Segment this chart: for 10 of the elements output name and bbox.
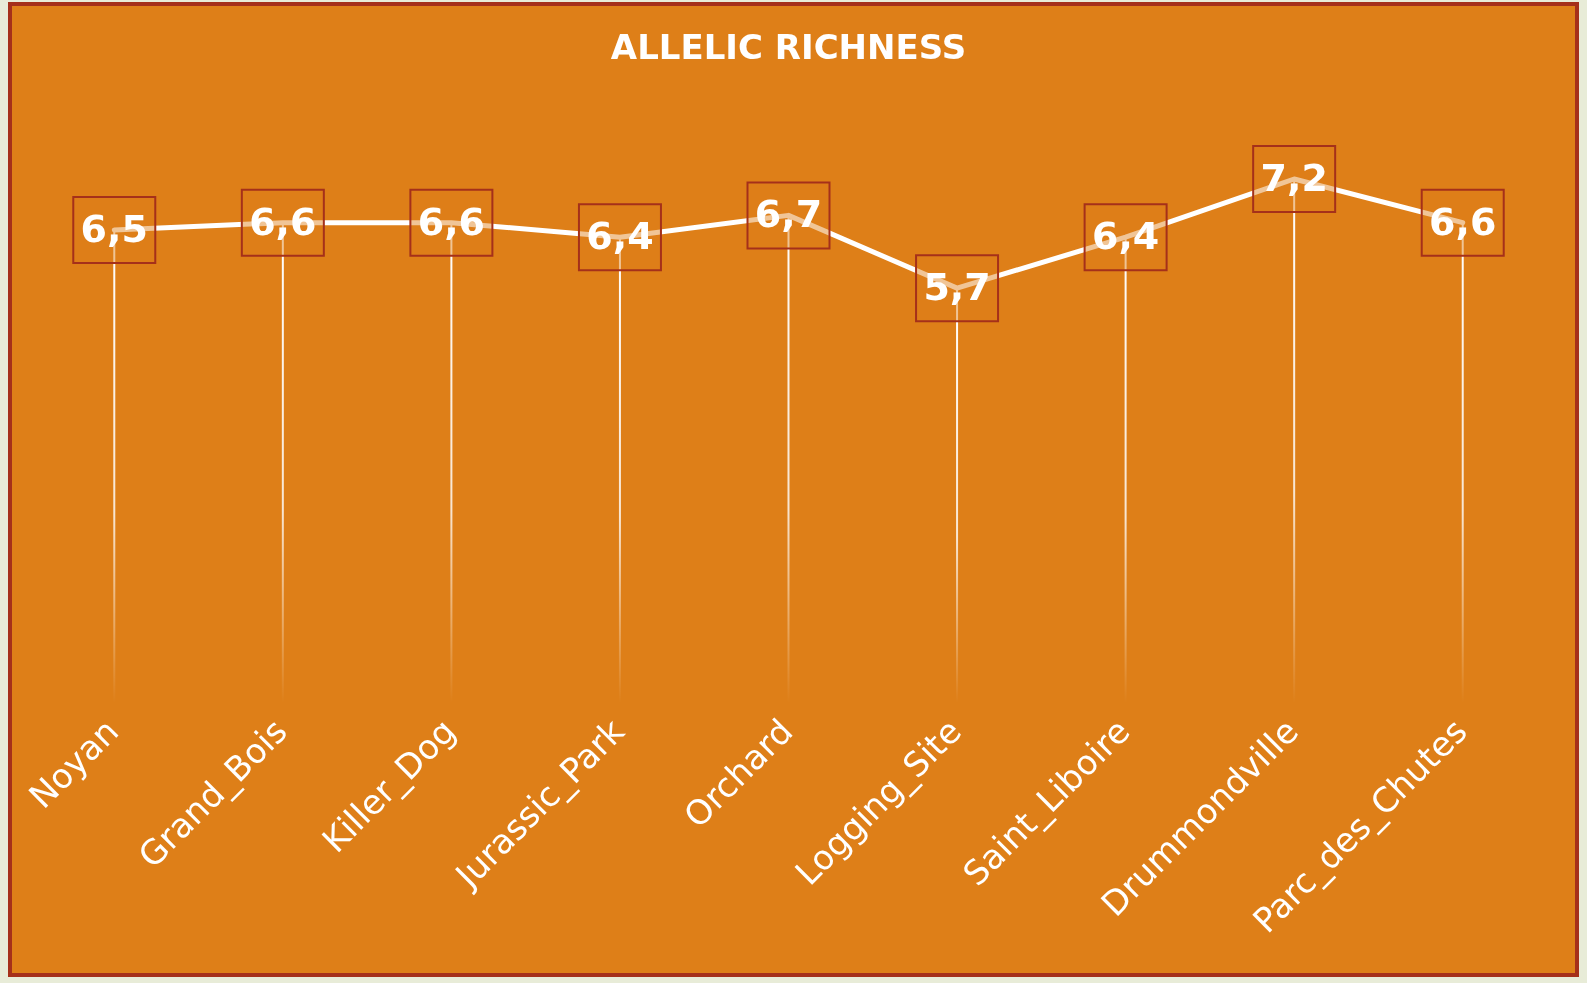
- data-label: 6,6: [1429, 199, 1497, 244]
- data-label: 7,2: [1260, 155, 1328, 200]
- data-label: 6,6: [249, 199, 317, 244]
- data-label: 6,6: [417, 199, 486, 244]
- data-label: 6,5: [80, 206, 148, 251]
- data-label: 6,4: [586, 214, 654, 259]
- data-label: 5,7: [923, 265, 991, 309]
- chart-title: ALLELIC RICHNESS: [610, 27, 967, 68]
- data-label: 6,7: [754, 192, 823, 237]
- data-label: 6,4: [1091, 214, 1160, 259]
